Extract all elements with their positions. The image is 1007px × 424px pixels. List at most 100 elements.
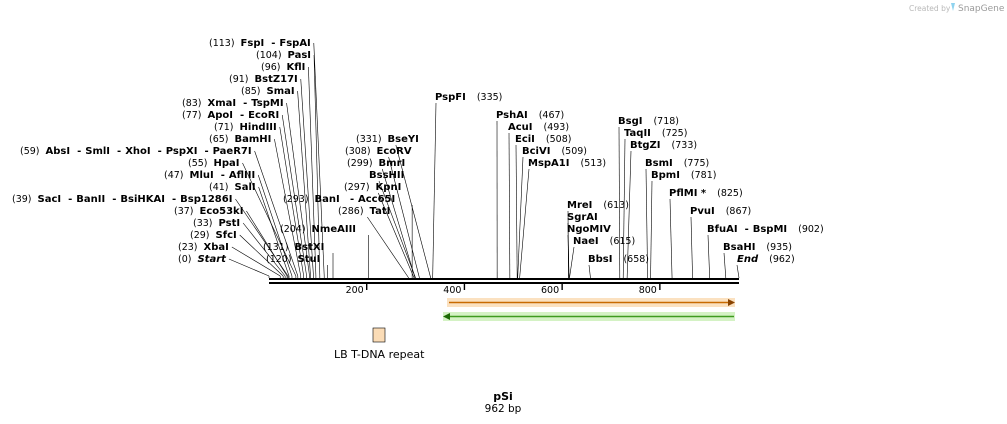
site-position: (962) xyxy=(769,254,795,265)
site-label[interactable]: TaqII (725) xyxy=(624,128,687,139)
site-label[interactable]: EciI (508) xyxy=(515,134,571,145)
lb-tdna-repeat-box[interactable] xyxy=(372,327,386,343)
site-label[interactable]: BbsI (658) xyxy=(588,254,649,265)
name-separator: - xyxy=(172,194,176,205)
site-position: (902) xyxy=(798,224,824,235)
site-label[interactable]: (23) XbaI xyxy=(178,242,229,253)
site-label[interactable]: MreI (613) xyxy=(567,200,629,211)
scale-ticks: 200 400 600 800 xyxy=(346,284,661,296)
site-label[interactable]: (91) BstZ17I xyxy=(229,74,298,85)
site-label[interactable]: (39) SacI - BanII - BsiHKAI - Bsp1286I xyxy=(12,194,232,205)
site-leader-line xyxy=(395,144,432,279)
site-position: (77) xyxy=(182,110,202,121)
enzyme-name: Start xyxy=(197,254,227,265)
site-label[interactable]: (204) NmeAIII xyxy=(280,224,356,235)
site-label[interactable]: (59) AbsI - SmlI - XhoI - PspXI - PaeR7I xyxy=(20,146,252,157)
site-position: (658) xyxy=(623,254,649,265)
enzyme-name: ApoI xyxy=(208,110,234,121)
site-label[interactable]: PshAI (467) xyxy=(496,110,564,121)
site-label[interactable]: (47) MluI - AflIII xyxy=(164,170,255,181)
site-label[interactable]: BciVI (509) xyxy=(522,146,587,157)
site-label[interactable]: (33) PstI xyxy=(193,218,240,229)
site-label[interactable]: BsmI (775) xyxy=(645,158,709,169)
site-label[interactable]: (131) BstXI xyxy=(263,242,324,253)
site-leader-line xyxy=(588,264,591,279)
enzyme-name: AbsI xyxy=(46,146,71,157)
site-label[interactable]: (308) EcoRV xyxy=(345,146,412,157)
site-position: (47) xyxy=(164,170,184,181)
site-label[interactable]: AcuI (493) xyxy=(508,122,569,133)
enzyme-name: BssHII xyxy=(369,170,404,181)
site-position: (733) xyxy=(672,140,698,151)
site-leader-line xyxy=(736,264,740,279)
enzyme-name: HindIII xyxy=(240,122,277,133)
site-leader-line xyxy=(258,186,290,277)
enzyme-name: TspMI xyxy=(251,98,283,109)
site-position: (104) xyxy=(256,50,282,61)
site-label[interactable]: NaeI (615) xyxy=(573,236,635,247)
enzyme-name: BfuAI xyxy=(707,224,738,235)
site-position: (65) xyxy=(209,134,229,145)
enzyme-name: KflI xyxy=(287,62,306,73)
site-label[interactable]: BssHII xyxy=(369,170,404,181)
feature-orange-arrow[interactable] xyxy=(447,298,735,307)
feature-green-arrow[interactable] xyxy=(443,312,735,321)
site-leader-line xyxy=(274,138,302,277)
site-label[interactable]: BpmI (781) xyxy=(651,170,716,181)
site-label[interactable]: (286) TatI xyxy=(338,206,390,217)
enzyme-name: NaeI xyxy=(573,236,599,247)
site-label[interactable]: PvuI (867) xyxy=(690,206,751,217)
site-leader-line xyxy=(313,54,321,277)
site-label[interactable]: End (962) xyxy=(737,254,795,265)
site-leader-line xyxy=(388,156,420,279)
site-label[interactable]: (77) ApoI - EcoRI xyxy=(182,110,279,121)
site-label[interactable]: BfuAI - BspMI (902) xyxy=(707,224,824,235)
site-leader-line xyxy=(378,192,415,279)
site-leader-line xyxy=(519,168,530,279)
site-label[interactable]: (83) XmaI - TspMI xyxy=(182,98,284,109)
enzyme-name: BanI xyxy=(315,194,340,205)
site-position: (493) xyxy=(544,122,570,133)
site-label[interactable]: (299) BmrI xyxy=(347,158,405,169)
site-position: (71) xyxy=(214,122,234,133)
enzyme-name: BstZ17I xyxy=(255,74,298,85)
site-label[interactable]: (297) KpnI xyxy=(344,182,401,193)
site-label[interactable]: (55) HpaI xyxy=(188,158,240,169)
site-label[interactable]: SgrAI xyxy=(567,212,598,223)
site-leader-line xyxy=(286,102,310,277)
site-position: (59) xyxy=(20,146,40,157)
site-label[interactable]: BsgI (718) xyxy=(618,116,679,127)
site-label[interactable]: (113) FspI - FspAI xyxy=(209,38,311,49)
enzyme-name: BbsI xyxy=(588,254,612,265)
enzyme-name: PasI xyxy=(288,50,311,61)
site-label[interactable]: (65) BamHI xyxy=(209,134,271,145)
enzyme-name: EcoRI xyxy=(248,110,279,121)
site-label[interactable]: (37) Eco53kI xyxy=(174,206,243,217)
site-label[interactable]: - Acc65I xyxy=(350,194,395,205)
site-label[interactable]: (29) SfcI xyxy=(190,230,237,241)
enzyme-name: NgoMIV xyxy=(567,224,611,235)
site-label[interactable]: (104) PasI xyxy=(256,50,311,61)
enzyme-name: BciVI xyxy=(522,146,550,157)
site-label[interactable]: BtgZI (733) xyxy=(630,140,697,151)
site-label[interactable]: PspFI (335) xyxy=(435,92,502,103)
site-label[interactable]: (71) HindIII xyxy=(214,122,277,133)
site-label[interactable]: (41) SalI xyxy=(209,182,256,193)
site-label[interactable]: (0) Start xyxy=(178,254,227,265)
enzyme-name: PaeR7I xyxy=(213,146,252,157)
site-position: (37) xyxy=(174,206,194,217)
enzyme-name: SmaI xyxy=(267,86,295,97)
site-label[interactable]: (331) BseYI xyxy=(356,134,419,145)
site-label[interactable]: (96) KflI xyxy=(261,62,305,73)
site-label[interactable]: (293) BanI xyxy=(283,194,340,205)
site-label[interactable]: MspA1I (513) xyxy=(528,158,606,169)
enzyme-name: PspFI xyxy=(435,92,466,103)
site-label[interactable]: PflMI * (825) xyxy=(669,188,743,199)
site-leader-line xyxy=(281,114,307,277)
site-label[interactable]: NgoMIV xyxy=(567,224,611,235)
name-separator: - xyxy=(68,194,72,205)
site-label[interactable]: (85) SmaI xyxy=(241,86,295,97)
site-label[interactable]: (120) StuI xyxy=(266,254,320,265)
site-leader-line xyxy=(231,246,281,277)
site-label[interactable]: BsaHI (935) xyxy=(723,242,792,253)
